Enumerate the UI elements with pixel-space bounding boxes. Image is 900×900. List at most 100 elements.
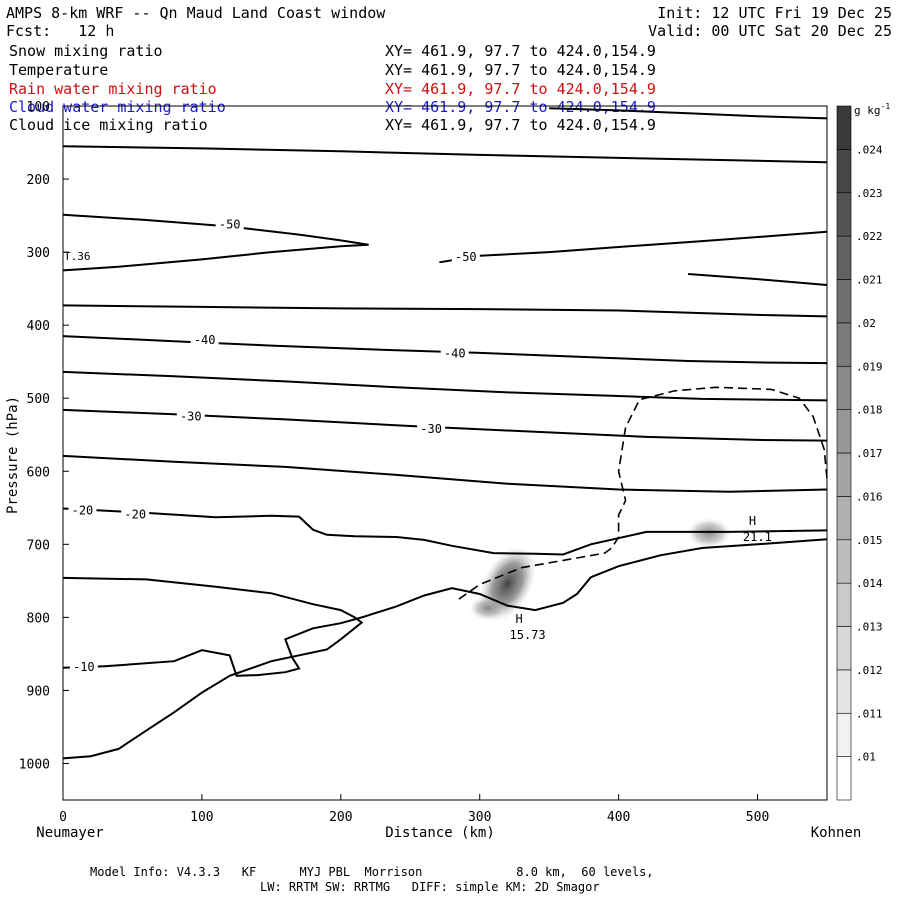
colorbar-label: .019 [856,360,883,373]
field-name-cloud-ice: Cloud ice mixing ratio [9,116,208,134]
max-marker: H [516,612,523,626]
contour-label-bg [417,420,446,436]
field-name-rain: Rain water mixing ratio [9,80,217,98]
colorbar-label: .012 [856,664,883,677]
contour-label: -40 [444,347,466,361]
colorbar-label: .022 [856,230,883,243]
cloud-ice-secondary-shade [686,518,731,549]
colorbar-swatch [836,712,852,757]
x-tick-label: 400 [607,810,630,825]
y-tick-label: 200 [27,173,50,188]
colorbar-swatch [836,539,852,584]
colorbar-swatch [836,496,852,541]
colorbar-label: .015 [856,534,883,547]
temperature-contour [62,145,828,164]
temperature-contour [62,370,828,402]
temperature-contour [62,213,369,272]
y-tick-label: 100 [27,100,50,115]
temperature-contour [62,576,364,760]
contour-label-bg [440,345,469,361]
x-tick-label: 500 [746,810,769,825]
colorbar-label: .02 [856,317,876,330]
init-time: Init: 12 UTC Fri 19 Dec 25 [657,4,892,22]
max-value: 15.73 [510,628,546,642]
colorbar-label: .021 [856,274,883,287]
field-xy-cloud-ice: XY= 461.9, 97.7 to 424.0,154.9 [385,116,656,134]
max-value: 21.1 [743,530,772,544]
contour-label: -40 [194,333,216,347]
title: AMPS 8-km WRF -- Qn Maud Land Coast wind… [6,4,386,22]
contour-label: -30 [180,409,202,423]
cloud-ice-maximum-shade-edge [469,596,506,621]
contour-label-bg [69,659,98,675]
colorbar-label: .018 [856,404,883,417]
max-marker: H [749,514,756,528]
temperature-contour [439,230,828,264]
contour-label: -50 [219,217,241,231]
colorbar-swatch [836,669,852,714]
colorbar-label: .017 [856,447,883,460]
contour-label: -30 [420,422,442,436]
temperature-contour [62,304,828,318]
y-tick-label: 300 [27,246,50,261]
temperature-point-label: T.36 [64,250,91,263]
contour-label: -50 [455,250,477,264]
colorbar-label: .014 [856,577,883,590]
y-tick-label: 400 [27,319,50,334]
contour-label-bg [215,216,244,232]
contour-label-bg [451,249,480,265]
colorbar-swatch [836,582,852,627]
temperature-contour [549,107,828,120]
forecast-hour: Fcst: 12 h [6,22,115,40]
colorbar-swatch [836,192,852,237]
colorbar-label: .011 [856,707,883,720]
colorbar-swatch [836,756,852,801]
field-name-snow: Snow mixing ratio [9,42,163,60]
temperature-contour [62,507,828,556]
temperature-contour [688,273,828,286]
x-end-label: Kohnen [811,825,862,841]
contour-label: -20 [72,504,94,518]
field-xy-snow: XY= 461.9, 97.7 to 424.0,154.9 [385,42,656,60]
valid-time: Valid: 00 UTC Sat 20 Dec 25 [648,22,892,40]
colorbar-label: .013 [856,621,883,634]
x-tick-label: 100 [190,810,213,825]
colorbar-swatch [836,452,852,497]
colorbar-label: .016 [856,490,883,503]
cloud-water-contour [458,386,828,600]
x-tick-label: 0 [59,810,67,825]
colorbar-label: .024 [856,143,883,156]
field-xy-temperature: XY= 461.9, 97.7 to 424.0,154.9 [385,61,656,79]
y-tick-label: 1000 [19,757,50,772]
contour-label-bg [121,506,150,522]
x-start-label: Neumayer [36,825,103,841]
contour-label-bg [190,331,219,347]
model-info-line2: LW: RRTM SW: RRTMG DIFF: simple KM: 2D S… [260,880,600,894]
y-tick-label: 900 [27,684,50,699]
colorbar-swatch [836,149,852,194]
colorbar-swatch [836,235,852,280]
colorbar-swatch [836,105,852,150]
x-tick-label: 300 [468,810,491,825]
field-name-cloud-water: Cloud water mixing ratio [9,98,226,116]
colorbar-swatch [836,279,852,324]
field-name-temperature: Temperature [9,61,109,79]
x-axis-label: Distance (km) [385,825,495,841]
contour-label: -10 [73,660,95,674]
field-xy-rain: XY= 461.9, 97.7 to 424.0,154.9 [385,80,656,98]
colorbar-swatch [836,626,852,671]
y-tick-label: 500 [27,392,50,407]
colorbar-swatch [836,322,852,367]
y-tick-label: 800 [27,611,50,626]
colorbar-label: .01 [856,751,876,764]
model-info-line1: Model Info: V4.3.3 KF MYJ PBL Morrison 8… [90,865,654,879]
colorbar-unit: g kg-1 [854,102,890,117]
x-tick-label: 200 [329,810,352,825]
y-tick-label: 700 [27,538,50,553]
contour-label-bg [176,408,205,424]
colorbar-label: .023 [856,187,883,200]
colorbar-swatch [836,365,852,410]
y-tick-label: 600 [27,465,50,480]
contour-label-bg [68,502,97,518]
